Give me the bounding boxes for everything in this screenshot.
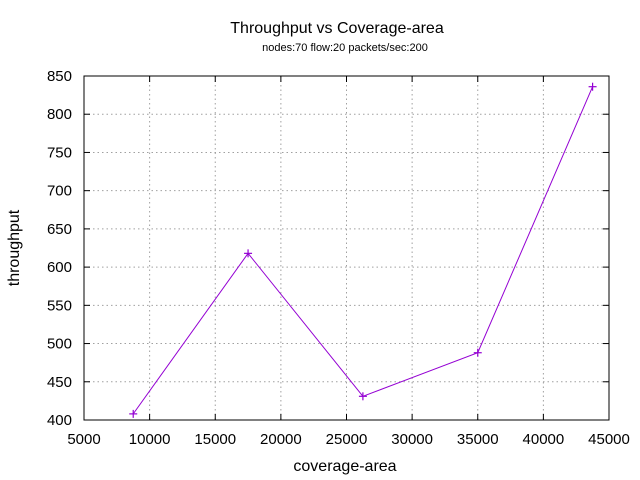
y-tick-label: 650 bbox=[47, 221, 72, 238]
data-point bbox=[244, 249, 253, 258]
x-tick-label: 40000 bbox=[523, 431, 565, 448]
grid bbox=[84, 76, 609, 420]
y-tick-label: 800 bbox=[47, 106, 72, 123]
series-line bbox=[132, 86, 594, 415]
y-tick-label: 750 bbox=[47, 144, 72, 161]
x-tick-label: 5000 bbox=[67, 431, 100, 448]
x-tick-label: 20000 bbox=[260, 431, 302, 448]
x-tick-label: 10000 bbox=[129, 431, 171, 448]
y-tick-label: 700 bbox=[47, 183, 72, 200]
x-tick-label: 30000 bbox=[391, 431, 433, 448]
chart-title: Throughput vs Coverage-area bbox=[230, 20, 444, 37]
x-tick-label: 25000 bbox=[326, 431, 368, 448]
chart-subtitle: nodes:70 flow:20 packets/sec:200 bbox=[262, 42, 428, 54]
y-tick-label: 850 bbox=[47, 68, 72, 85]
plot-frame bbox=[83, 75, 610, 421]
axis-ticks: 5000 10000 15000 20000 25000 30000 35000 40000 4… bbox=[47, 68, 630, 448]
data-point bbox=[588, 82, 597, 91]
series bbox=[129, 82, 597, 418]
y-tick-label: 450 bbox=[47, 374, 72, 391]
data-point bbox=[358, 392, 367, 401]
y-tick-label: 550 bbox=[47, 297, 72, 314]
x-tick-label: 15000 bbox=[194, 431, 236, 448]
data-point bbox=[129, 409, 138, 418]
x-tick-label: 45000 bbox=[588, 431, 630, 448]
x-axis-label: coverage-area bbox=[293, 458, 396, 475]
y-tick-label: 500 bbox=[47, 336, 72, 353]
y-tick-label: 600 bbox=[47, 259, 72, 276]
y-axis-label: throughput bbox=[6, 209, 23, 286]
data-point bbox=[473, 348, 482, 357]
x-tick-label: 35000 bbox=[457, 431, 499, 448]
y-tick-label: 400 bbox=[47, 412, 72, 429]
